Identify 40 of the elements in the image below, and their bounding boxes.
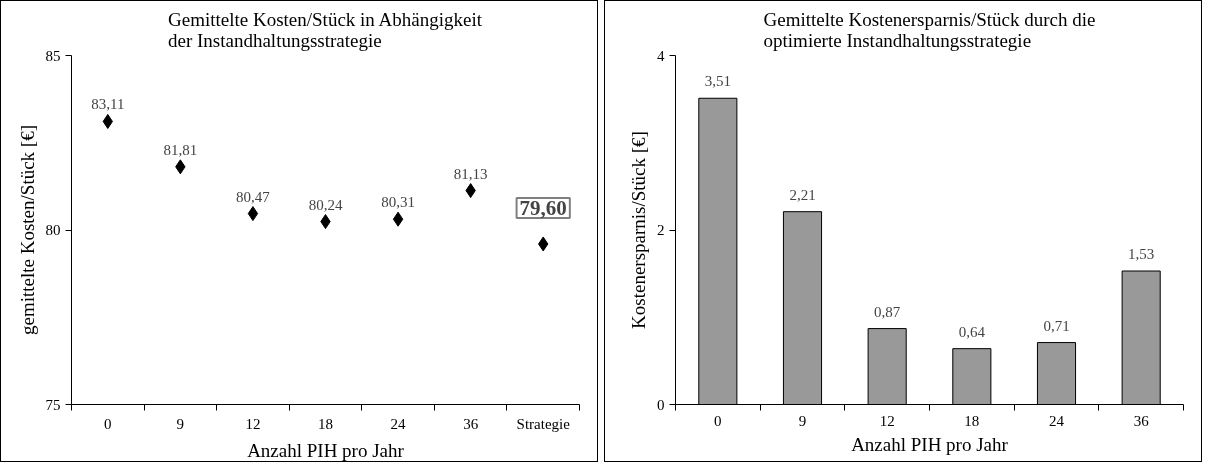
x-tick-label: 12 [245, 415, 261, 432]
x-tick-label: 24 [390, 415, 407, 432]
x-tick-label: Strategie [516, 415, 571, 432]
x-tick-label: 0 [104, 415, 112, 432]
y-tick-label: 4 [657, 47, 665, 64]
y-tick-label: 75 [45, 396, 61, 413]
y-axis-title: Kostenersparnis/Stück [€] [628, 131, 649, 329]
x-tick-label: 24 [1049, 412, 1065, 429]
text: 0,64 [958, 323, 985, 340]
y-tick-label: 0 [657, 396, 665, 413]
x-tick-label: 18 [964, 412, 980, 429]
y-axis-title: gemittelte Kosten/Stück [€] [16, 124, 38, 336]
text: 0,87 [874, 303, 901, 320]
x-tick-label: 9 [798, 412, 807, 429]
chart-title: Gemittelte Kostenersparnis/Stück durch die optimierte Instandhaltungsstrategie [763, 8, 1096, 51]
x-tick-label: 36 [1133, 412, 1150, 429]
x-tick-label: 18 [318, 415, 333, 432]
text: 81,81 [163, 141, 198, 158]
text: 2,21 [789, 186, 816, 203]
text: 80,24 [308, 196, 343, 213]
text: 3,51 [704, 73, 731, 90]
y-tick-label: 2 [657, 222, 665, 238]
x-axis-title: Anzahl PIH pro Jahr [851, 433, 1009, 455]
y-tick-label: 85 [45, 47, 61, 64]
point [392, 211, 404, 227]
x-tick-label: 0 [714, 412, 722, 429]
text: 80,31 [381, 194, 415, 211]
text: 83,11 [91, 96, 125, 113]
x-tick-label: 9 [176, 415, 185, 432]
x-tick-label: 12 [879, 412, 895, 429]
text: 79,60 [519, 195, 567, 220]
y-tick-label: 80 [45, 222, 61, 238]
x-axis-title: Anzahl PIH pro Jahr [247, 439, 405, 461]
chart-title: Gemittelte Kosten/Stück in Abhängigkeit der Instandhaltungsstrategie [167, 8, 483, 51]
text: 80,47 [236, 188, 270, 205]
point [247, 206, 259, 222]
text: 0,71 [1043, 317, 1070, 334]
x-tick-label: 36 [463, 415, 479, 432]
text: 1,53 [1128, 246, 1155, 263]
text: 81,13 [453, 165, 488, 182]
